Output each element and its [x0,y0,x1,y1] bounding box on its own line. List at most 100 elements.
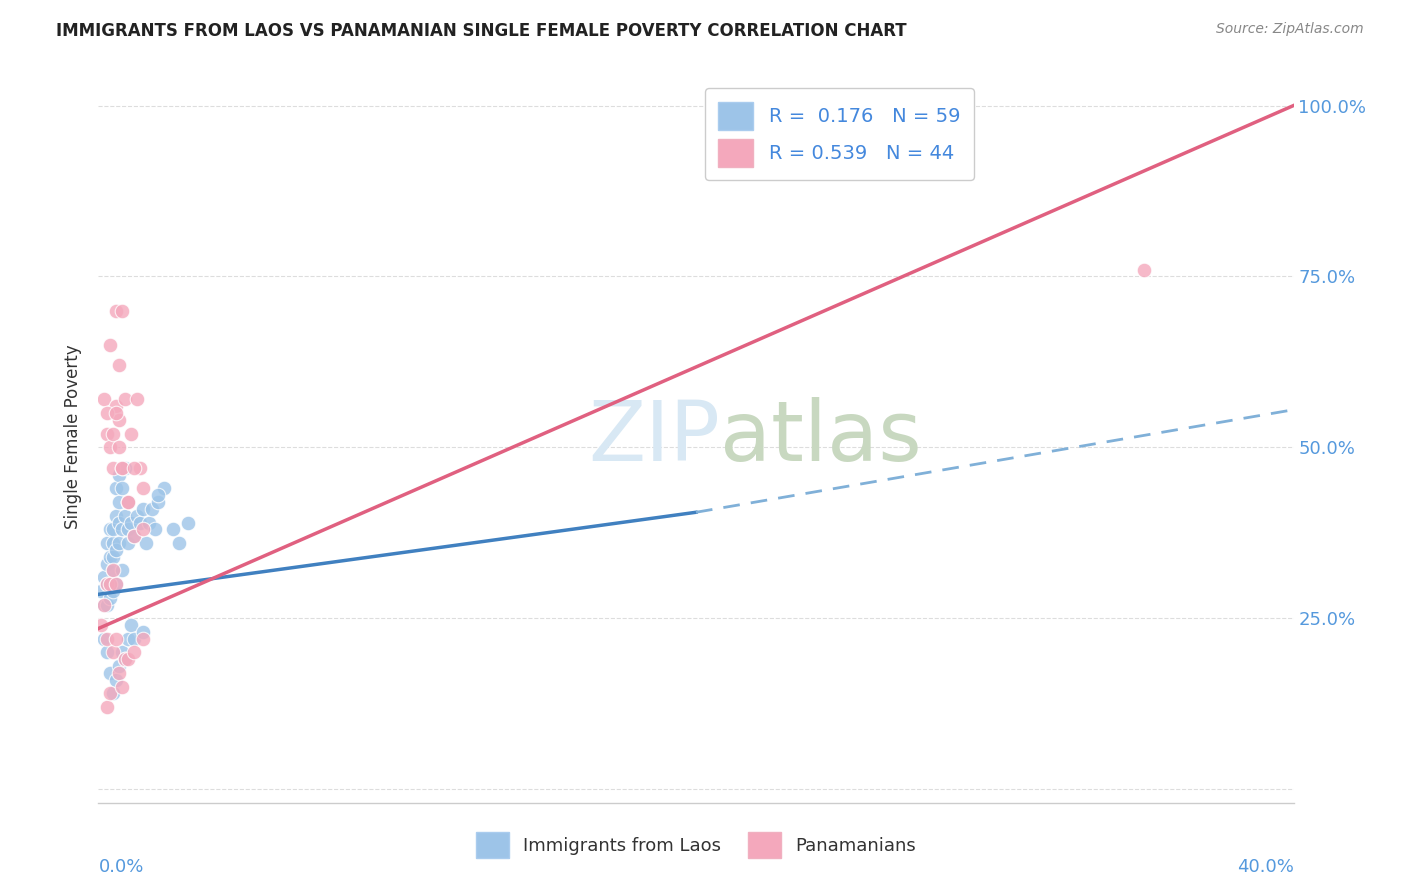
Point [143,522,166,536]
Point [108,413,131,427]
Point [129,516,152,530]
Point [117,652,139,666]
Point [93,392,115,407]
Point [117,522,139,536]
Point [108,495,131,509]
Point [124,529,146,543]
Point [98,577,122,591]
Point [108,536,131,550]
Point [93,598,115,612]
Point [120,426,142,441]
Point [103,645,125,659]
Point [96,645,118,659]
Point [105,577,128,591]
Point [177,516,200,530]
Point [108,359,131,373]
Point [108,467,131,482]
Point [132,522,155,536]
Point [98,577,122,591]
Point [96,577,118,591]
Y-axis label: Single Female Poverty: Single Female Poverty [65,345,83,529]
Point [141,501,163,516]
Point [103,563,125,577]
Point [108,665,131,680]
Point [105,632,128,646]
Point [111,460,134,475]
Point [103,426,125,441]
Point [117,632,139,646]
Text: 0.0%: 0.0% [98,858,143,876]
Legend: Immigrants from Laos, Panamanians: Immigrants from Laos, Panamanians [467,823,925,867]
Point [117,495,139,509]
Point [111,481,134,495]
Point [120,618,142,632]
Point [135,536,157,550]
Point [103,563,125,577]
Point [114,508,136,523]
Point [132,481,155,495]
Point [96,632,118,646]
Point [148,488,170,502]
Point [132,624,155,639]
Point [111,645,134,659]
Point [127,508,149,523]
Point [103,460,125,475]
Point [117,536,139,550]
Point [111,563,134,577]
Point [111,303,134,318]
Point [105,542,128,557]
Point [124,529,146,543]
Point [96,577,118,591]
Point [98,522,122,536]
Point [98,440,122,454]
Point [103,686,125,700]
Point [98,665,122,680]
Point [98,549,122,564]
Point [105,481,128,495]
Point [90,618,112,632]
Point [96,406,118,420]
Point [120,516,142,530]
Point [93,570,115,584]
Point [98,338,122,352]
Text: Source: ZipAtlas.com: Source: ZipAtlas.com [1216,22,1364,37]
Point [153,481,176,495]
Point [98,686,122,700]
Point [96,598,118,612]
Point [124,460,146,475]
Text: 40.0%: 40.0% [1237,858,1294,876]
Point [132,501,155,516]
Point [117,495,139,509]
Point [114,460,136,475]
Point [138,516,160,530]
Point [105,400,128,414]
Point [96,557,118,571]
Point [105,303,128,318]
Text: atlas: atlas [720,397,921,477]
Point [103,549,125,564]
Point [132,632,155,646]
Point [98,591,122,605]
Point [108,516,131,530]
Point [167,536,190,550]
Point [103,583,125,598]
Point [96,536,118,550]
Point [111,460,134,475]
Point [129,460,152,475]
Point [93,632,115,646]
Point [103,522,125,536]
Point [90,583,112,598]
Point [114,392,136,407]
Point [108,440,131,454]
Point [105,406,128,420]
Point [103,536,125,550]
Point [124,632,146,646]
Point [114,652,136,666]
Point [148,495,170,509]
Point [127,392,149,407]
Point [105,577,128,591]
Text: IMMIGRANTS FROM LAOS VS PANAMANIAN SINGLE FEMALE POVERTY CORRELATION CHART: IMMIGRANTS FROM LAOS VS PANAMANIAN SINGL… [56,22,907,40]
Point [108,659,131,673]
Point [117,495,139,509]
Point [114,652,136,666]
